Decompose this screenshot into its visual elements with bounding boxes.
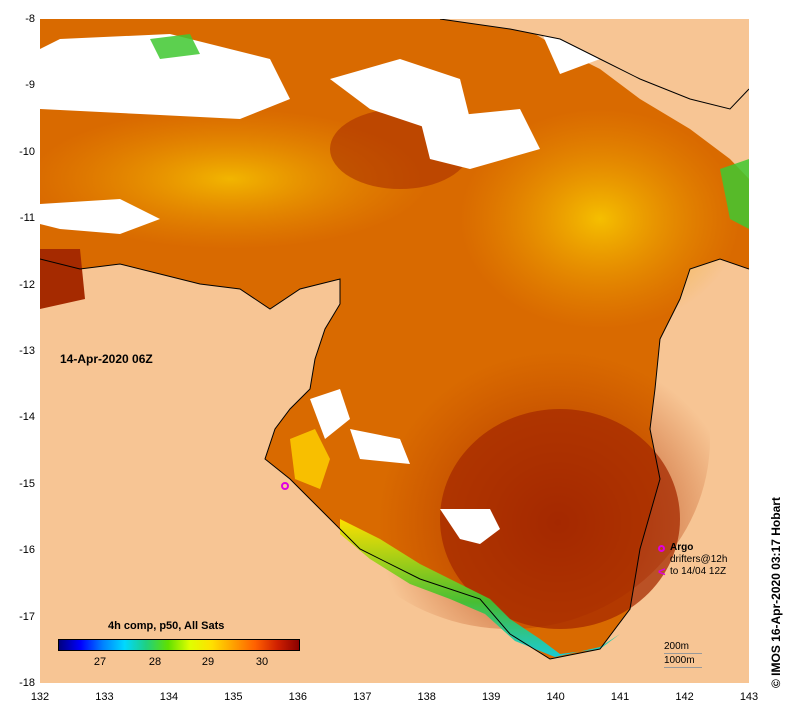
lat-tick-label: -11 — [19, 212, 35, 225]
sst-green-patch — [720, 159, 749, 229]
lon-tick-label: 134 — [159, 691, 179, 703]
lat-tick-label: -10 — [19, 145, 35, 158]
lon-tick-label: 132 — [30, 691, 50, 703]
coastline — [439, 19, 749, 110]
lat-tick-label: -16 — [19, 544, 35, 557]
northern-land — [440, 19, 749, 109]
cloud-patch — [350, 429, 410, 464]
depth-200-label: 200m — [664, 640, 702, 654]
lat-tick-label: -14 — [19, 411, 35, 424]
depth-1000-label: 1000m — [664, 654, 702, 668]
lat-tick-label: -12 — [19, 278, 35, 291]
lat-tick-label: -13 — [19, 345, 35, 357]
cloud-patch — [310, 389, 350, 439]
imos-credit: © IMOS 16-Apr-2020 03:17 Hobart — [769, 497, 783, 688]
lat-tick-label: -15 — [19, 477, 35, 490]
sst-hot-core-2 — [440, 409, 680, 629]
cloud-patch — [40, 199, 160, 234]
lon-tick-label: 138 — [417, 691, 436, 703]
argo-label: Argo — [670, 542, 694, 553]
lon-tick-label: 133 — [95, 691, 114, 703]
sst-green-patch — [150, 34, 200, 59]
map-date-label: 14-Apr-2020 06Z — [60, 352, 153, 366]
argo-legend: Argo drifters@12h < to 14/04 12Z — [658, 542, 727, 578]
cloud-patch — [330, 59, 470, 129]
drifter-symbol-icon: < — [658, 564, 666, 579]
lat-tick-label: -17 — [19, 610, 35, 623]
lat-tick-label: -8 — [25, 13, 35, 25]
argo-marker-icon — [658, 544, 665, 552]
cloud-patch — [40, 34, 290, 119]
argo-float-marker — [281, 482, 289, 490]
drifters-line1: drifters@12h — [670, 554, 728, 565]
lon-tick-label: 142 — [675, 691, 694, 703]
lon-tick-label: 141 — [610, 691, 630, 703]
lon-tick-label: 143 — [739, 691, 759, 703]
lon-tick-label: 136 — [288, 691, 307, 703]
sst-west-coast-yellow — [290, 429, 330, 489]
sst-colorbar — [58, 639, 300, 651]
lat-tick-label: -18 — [19, 677, 35, 689]
cloud-patch — [440, 509, 500, 544]
drifters-line2: to 14/04 12Z — [670, 566, 727, 577]
cloud-patch — [420, 109, 540, 169]
colorbar-title: 4h comp, p50, All Sats — [108, 620, 225, 632]
sst-west-patch — [40, 249, 85, 309]
coastline — [40, 258, 749, 660]
lon-tick-label: 140 — [546, 691, 565, 703]
colorbar-tick-label: 27 — [93, 656, 107, 668]
colorbar-tick-label: 29 — [201, 656, 215, 668]
map-frame — [40, 19, 749, 683]
lon-tick-label: 135 — [224, 691, 243, 703]
lon-tick-label: 139 — [481, 691, 501, 703]
sst-map — [40, 19, 749, 683]
depth-legend: 200m 1000m — [664, 640, 702, 668]
colorbar-tick-label: 28 — [148, 656, 162, 668]
lon-tick-label: 137 — [353, 691, 372, 703]
colorbar-tick-label: 30 — [255, 656, 269, 668]
lat-tick-label: -9 — [25, 79, 35, 92]
